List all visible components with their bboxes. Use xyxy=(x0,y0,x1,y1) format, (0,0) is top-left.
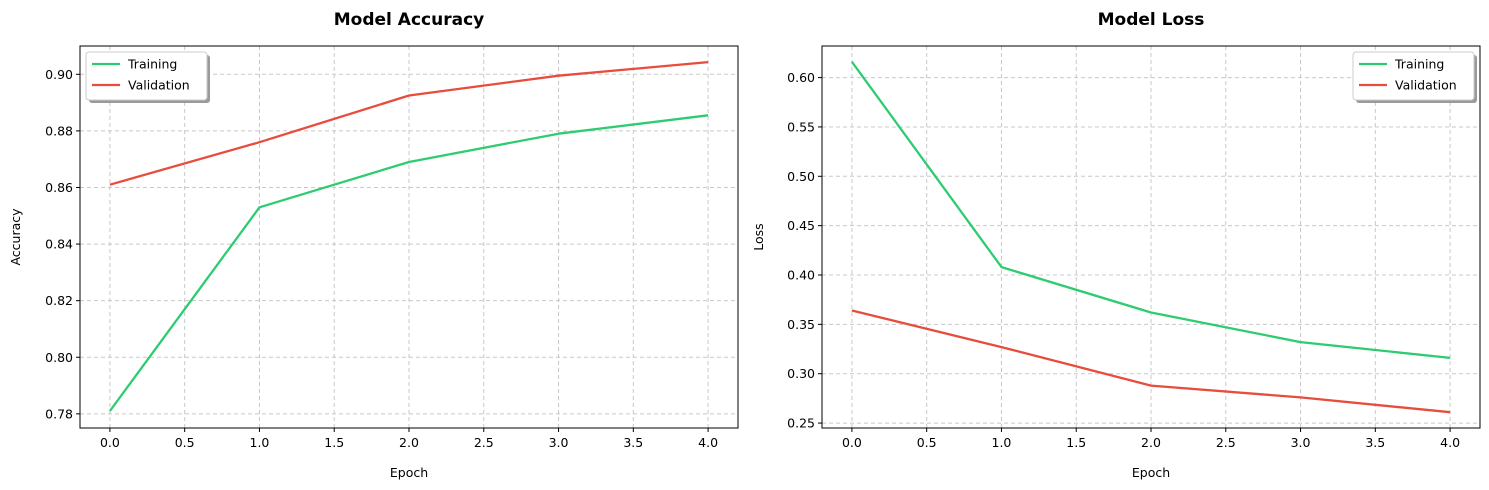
x-tick-label: 3.0 xyxy=(549,435,569,450)
x-tick-label: 4.0 xyxy=(698,435,718,450)
axes-frame xyxy=(821,45,1481,429)
chart-title: Model Loss xyxy=(1098,10,1205,30)
y-tick-label: 0.88 xyxy=(45,123,73,138)
x-tick-label: 1.0 xyxy=(250,435,270,450)
x-tick-label: 0.0 xyxy=(100,435,120,450)
y-tick-label: 0.82 xyxy=(45,293,73,308)
series-line-validation xyxy=(851,309,1451,414)
x-tick-label: 3.5 xyxy=(623,435,643,450)
x-tick-label: 2.5 xyxy=(1216,435,1236,450)
series-line-training xyxy=(108,114,709,412)
x-tick-label: 4.0 xyxy=(1440,435,1460,450)
axes-frame xyxy=(79,45,739,429)
x-tick-label: 3.5 xyxy=(1365,435,1385,450)
y-tick-label: 0.80 xyxy=(45,350,73,365)
x-tick-label: 1.5 xyxy=(324,435,344,450)
legend-label: Training xyxy=(127,57,177,72)
x-tick-label: 0.5 xyxy=(175,435,195,450)
legend: Training Validation xyxy=(1352,51,1477,103)
y-axis-label: Loss xyxy=(751,223,766,250)
y-tick-label: 0.30 xyxy=(787,366,815,381)
y-tick-label: 0.35 xyxy=(787,317,815,332)
y-tick-label: 0.40 xyxy=(787,268,815,283)
y-tick-label: 0.55 xyxy=(787,119,815,134)
y-tick-label: 0.60 xyxy=(787,70,815,85)
x-axis-label: Epoch xyxy=(390,465,428,480)
y-tick-label: 0.86 xyxy=(45,180,73,195)
x-axis-label: Epoch xyxy=(1132,465,1170,480)
y-tick-label: 0.45 xyxy=(787,218,815,233)
x-tick-label: 0.0 xyxy=(842,435,862,450)
x-tick-label: 1.0 xyxy=(992,435,1012,450)
y-tick-label: 0.78 xyxy=(45,406,73,421)
gridlines xyxy=(80,46,738,428)
legend-label: Validation xyxy=(1395,78,1457,93)
y-tick-label: 0.84 xyxy=(45,237,73,252)
x-tick-label: 3.0 xyxy=(1291,435,1311,450)
chart-panel-1: 0.0 0.5 1.0 1.5 2.0 2.5 3.0 3.5 4.0 0.78 0.80 0.82 0… xyxy=(8,10,739,480)
y-tick-label: 0.25 xyxy=(787,416,815,431)
chart-title: Model Accuracy xyxy=(334,10,484,30)
series-line-training xyxy=(850,61,1451,360)
legend-label: Validation xyxy=(128,78,190,93)
x-tick-label: 0.5 xyxy=(917,435,937,450)
legend-label: Training xyxy=(1394,57,1444,72)
x-tick-label: 2.5 xyxy=(474,435,494,450)
x-tick-label: 2.0 xyxy=(1141,435,1161,450)
series-line-validation xyxy=(109,60,709,186)
gridlines xyxy=(822,46,1480,428)
legend: Training Validation xyxy=(85,51,210,103)
chart-panel-2: 0.0 0.5 1.0 1.5 2.0 2.5 3.0 3.5 4.0 0.25 0.30 0.35 0… xyxy=(751,10,1481,480)
y-axis-label: Accuracy xyxy=(8,208,23,266)
x-tick-label: 1.5 xyxy=(1066,435,1086,450)
y-tick-label: 0.50 xyxy=(787,169,815,184)
x-tick-label: 2.0 xyxy=(399,435,419,450)
y-tick-label: 0.90 xyxy=(45,67,73,82)
